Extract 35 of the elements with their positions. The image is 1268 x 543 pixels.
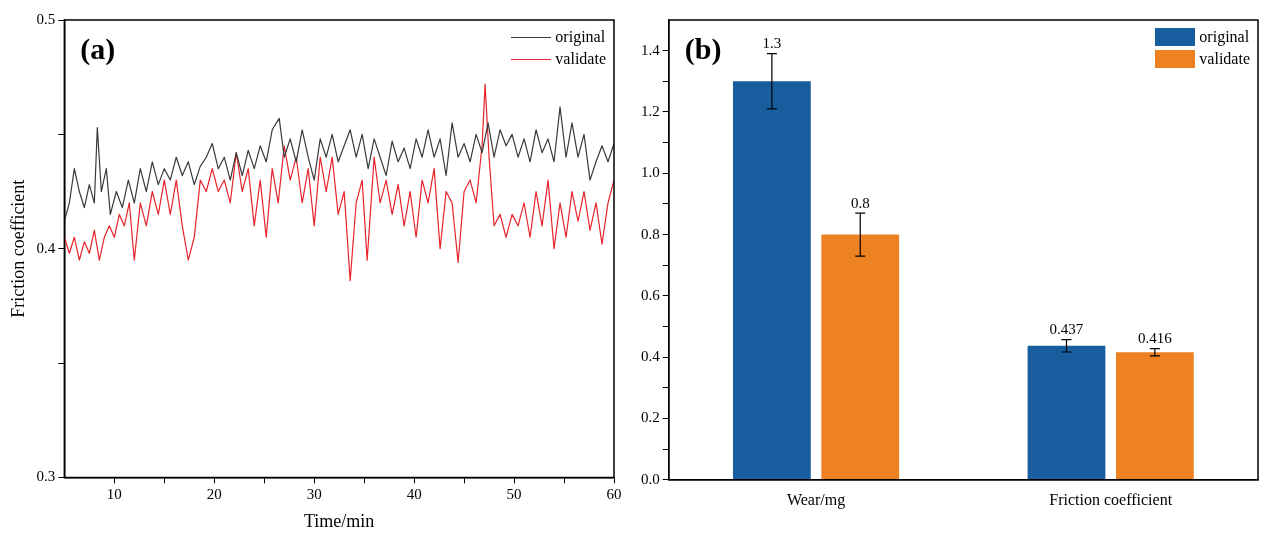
x-tick-label: 30 bbox=[306, 486, 322, 503]
x-tick-label: 40 bbox=[406, 486, 422, 503]
x-axis-title: Time/min bbox=[304, 510, 375, 531]
x-tick-label: Wear/mg bbox=[786, 490, 846, 509]
bar bbox=[732, 81, 811, 480]
annotation: (a) bbox=[80, 31, 116, 66]
y-tick-label: 0.4 bbox=[641, 348, 661, 365]
data-label: 0.416 bbox=[1138, 330, 1173, 347]
x-tick-label: Friction coefficient bbox=[1049, 490, 1173, 508]
data-label: 0.8 bbox=[850, 194, 870, 211]
x-tick-label: 20 bbox=[206, 486, 222, 503]
y-tick-label: 1.4 bbox=[641, 41, 661, 58]
x-tick-label: 10 bbox=[106, 486, 122, 503]
legend-label: validate bbox=[1199, 49, 1250, 69]
data-label: 1.3 bbox=[762, 35, 782, 52]
y-tick-label: 0.3 bbox=[36, 468, 56, 485]
bar bbox=[1115, 352, 1194, 480]
y-tick-label: 0.6 bbox=[641, 286, 661, 303]
data-label: 0.437 bbox=[1049, 321, 1084, 338]
bar bbox=[821, 234, 900, 480]
bar bbox=[1027, 345, 1106, 480]
y-tick-label: 0.0 bbox=[641, 470, 660, 487]
y-tick-label: 1.0 bbox=[641, 164, 660, 181]
y-tick-label: 0.8 bbox=[641, 225, 660, 242]
y-tick-label: 0.4 bbox=[36, 239, 56, 256]
x-tick-label: 60 bbox=[606, 486, 622, 503]
legend-label: validate bbox=[555, 49, 606, 69]
annotation: (b) bbox=[684, 31, 722, 66]
y-tick-label: 0.2 bbox=[641, 409, 660, 426]
x-tick-label: 50 bbox=[506, 486, 522, 503]
y-tick-label: 0.5 bbox=[36, 10, 56, 27]
legend-label: original bbox=[555, 27, 606, 48]
y-tick-label: 1.2 bbox=[641, 102, 660, 119]
legend-label: original bbox=[1199, 27, 1250, 48]
y-axis-title: Friction coefficient bbox=[7, 179, 28, 318]
